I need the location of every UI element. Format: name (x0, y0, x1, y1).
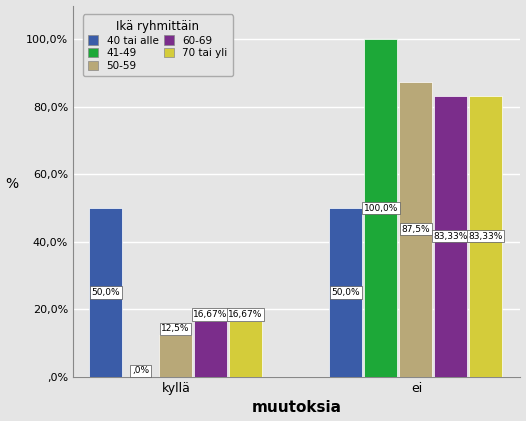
Text: 50,0%: 50,0% (92, 288, 120, 297)
Bar (194, 321, 227, 377)
Bar (434, 96, 467, 377)
Bar (329, 208, 362, 377)
Text: 87,5%: 87,5% (401, 225, 430, 234)
Bar (365, 39, 397, 377)
Bar (159, 335, 192, 377)
Bar (89, 208, 122, 377)
Text: 100,0%: 100,0% (363, 204, 398, 213)
Text: 50,0%: 50,0% (331, 288, 360, 297)
Bar (229, 321, 262, 377)
Y-axis label: %: % (6, 177, 19, 191)
X-axis label: muutoksia: muutoksia (252, 400, 342, 416)
Bar (399, 82, 432, 377)
Text: 12,5%: 12,5% (161, 324, 190, 333)
Text: 83,33%: 83,33% (433, 232, 468, 241)
Text: 16,67%: 16,67% (194, 310, 228, 319)
Legend: 40 tai alle, 41-49, 50-59, 60-69, 70 tai yli: 40 tai alle, 41-49, 50-59, 60-69, 70 tai… (83, 14, 233, 76)
Bar (469, 96, 502, 377)
Text: ,0%: ,0% (132, 366, 149, 376)
Text: 83,33%: 83,33% (468, 232, 503, 241)
Text: 16,67%: 16,67% (228, 310, 262, 319)
